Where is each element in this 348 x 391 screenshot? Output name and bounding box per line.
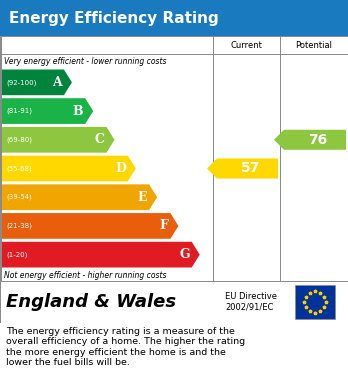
Polygon shape: [207, 158, 278, 179]
Polygon shape: [2, 127, 114, 152]
Polygon shape: [2, 213, 179, 239]
Text: England & Wales: England & Wales: [6, 293, 176, 311]
Bar: [295, 285, 335, 319]
Text: A: A: [52, 76, 62, 89]
Text: G: G: [179, 248, 190, 261]
Polygon shape: [2, 242, 200, 267]
Text: F: F: [159, 219, 168, 232]
Polygon shape: [274, 130, 346, 150]
Text: C: C: [95, 133, 104, 146]
Text: Energy Efficiency Rating: Energy Efficiency Rating: [9, 11, 219, 25]
Polygon shape: [2, 98, 93, 124]
Text: 76: 76: [308, 133, 327, 147]
Text: (39-54): (39-54): [6, 194, 32, 201]
Text: D: D: [115, 162, 126, 175]
Text: EU Directive
2002/91/EC: EU Directive 2002/91/EC: [225, 292, 277, 312]
Text: Not energy efficient - higher running costs: Not energy efficient - higher running co…: [4, 271, 166, 280]
Text: (21-38): (21-38): [6, 223, 32, 229]
Text: The energy efficiency rating is a measure of the
overall efficiency of a home. T: The energy efficiency rating is a measur…: [6, 327, 245, 367]
Text: (92-100): (92-100): [6, 79, 37, 86]
Polygon shape: [2, 185, 157, 210]
Polygon shape: [2, 156, 136, 181]
Text: (1-20): (1-20): [6, 251, 27, 258]
Polygon shape: [2, 70, 72, 95]
Text: Current: Current: [231, 41, 262, 50]
Text: E: E: [137, 191, 147, 204]
Text: (81-91): (81-91): [6, 108, 32, 114]
Text: 57: 57: [241, 161, 260, 176]
Text: Very energy efficient - lower running costs: Very energy efficient - lower running co…: [4, 57, 166, 66]
Text: B: B: [73, 104, 83, 118]
Text: Potential: Potential: [295, 41, 332, 50]
Text: (55-68): (55-68): [6, 165, 32, 172]
Text: (69-80): (69-80): [6, 136, 32, 143]
